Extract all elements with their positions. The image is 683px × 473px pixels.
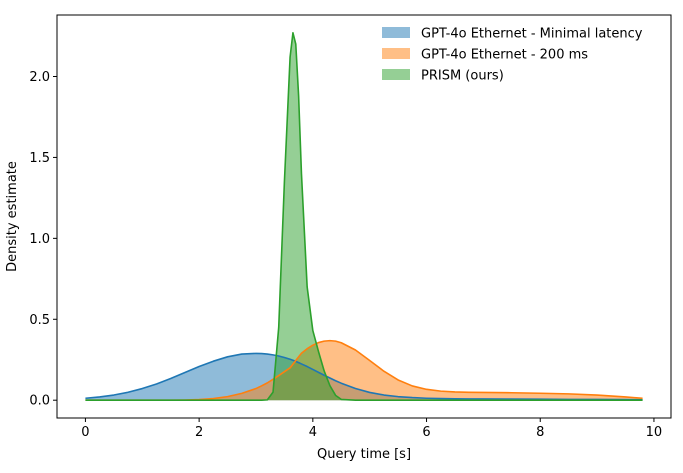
y-tick-label: 1.5 [29,151,50,166]
y-axis-ticks: 0.0 0.5 1.0 1.5 2.0 [29,70,57,409]
x-tick-label: 0 [81,425,89,440]
legend: GPT-4o Ethernet - Minimal latency GPT-4o … [382,27,643,84]
y-tick-label: 2.0 [29,70,50,85]
x-tick-label: 10 [646,425,663,440]
y-tick-label: 0.5 [29,313,50,328]
x-tick-label: 8 [536,425,544,440]
y-axis-label: Density estimate [5,161,20,272]
series-lines [85,31,643,401]
legend-label-prism-ours: PRISM (ours) [421,69,504,84]
x-axis-ticks: 0 2 4 6 8 10 [81,418,662,440]
y-tick-label: 0.0 [29,394,50,409]
line-gpt-4o-ethernet-minimal-latency [85,352,643,401]
y-tick-label: 1.0 [29,232,50,247]
x-axis-label: Query time [s] [317,447,411,462]
x-tick-label: 4 [309,425,317,440]
x-tick-label: 6 [422,425,430,440]
legend-swatch-prism-ours [382,69,410,80]
legend-label-gpt-4o-ethernet-200-ms: GPT-4o Ethernet - 200 ms [421,48,588,63]
legend-swatch-gpt-4o-ethernet-200-ms [382,48,410,59]
plot-frame [56,14,672,419]
x-tick-label: 2 [195,425,203,440]
legend-swatch-gpt-4o-ethernet-minimal-latency [382,27,410,38]
legend-label-gpt-4o-ethernet-minimal-latency: GPT-4o Ethernet - Minimal latency [421,27,643,42]
area-gpt-4o-ethernet-minimal-latency [85,353,643,401]
line-prism-ours [85,31,643,401]
series-fills [85,32,643,401]
area-gpt-4o-ethernet-200-ms [85,340,643,401]
